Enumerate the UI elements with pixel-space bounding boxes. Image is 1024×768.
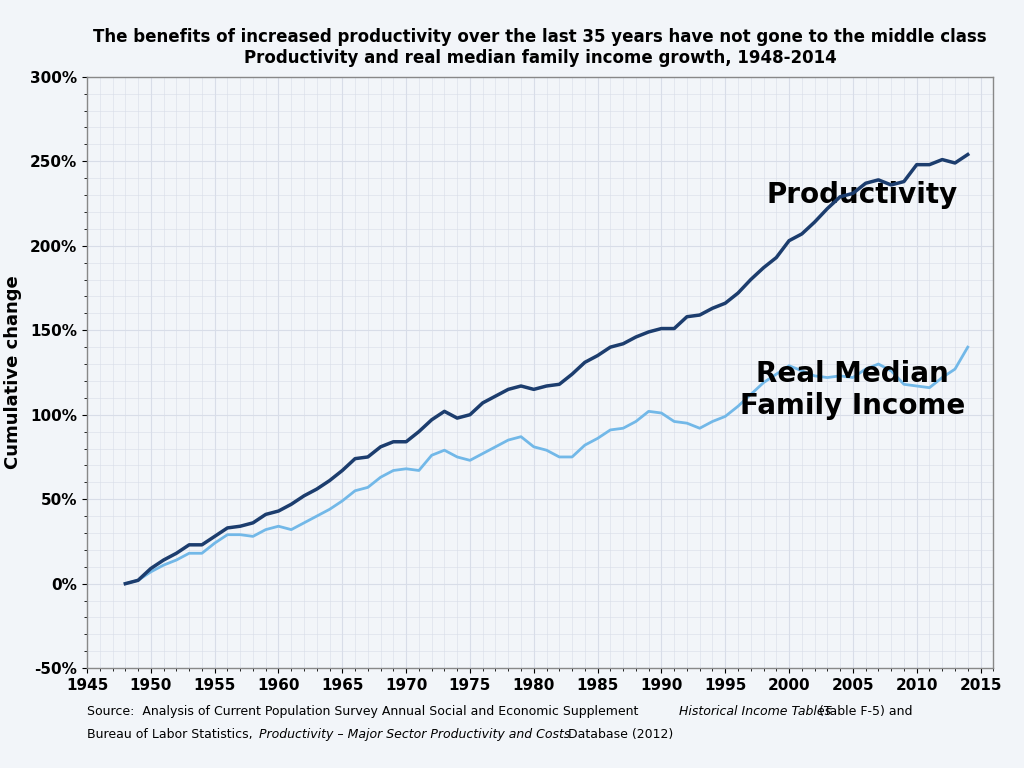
Text: Historical Income Tables: Historical Income Tables	[679, 705, 831, 718]
Title: The benefits of increased productivity over the last 35 years have not gone to t: The benefits of increased productivity o…	[93, 28, 987, 67]
Text: Database (2012): Database (2012)	[564, 728, 674, 741]
Text: Bureau of Labor Statistics,: Bureau of Labor Statistics,	[87, 728, 257, 741]
Y-axis label: Cumulative change: Cumulative change	[4, 276, 22, 469]
Text: Source:  Analysis of Current Population Survey Annual Social and Economic Supple: Source: Analysis of Current Population S…	[87, 705, 642, 718]
Text: Productivity – Major Sector Productivity and Costs: Productivity – Major Sector Productivity…	[259, 728, 570, 741]
Text: (Table F-5) and: (Table F-5) and	[815, 705, 912, 718]
Text: Productivity: Productivity	[766, 181, 957, 209]
Text: Real Median
Family Income: Real Median Family Income	[740, 360, 966, 420]
